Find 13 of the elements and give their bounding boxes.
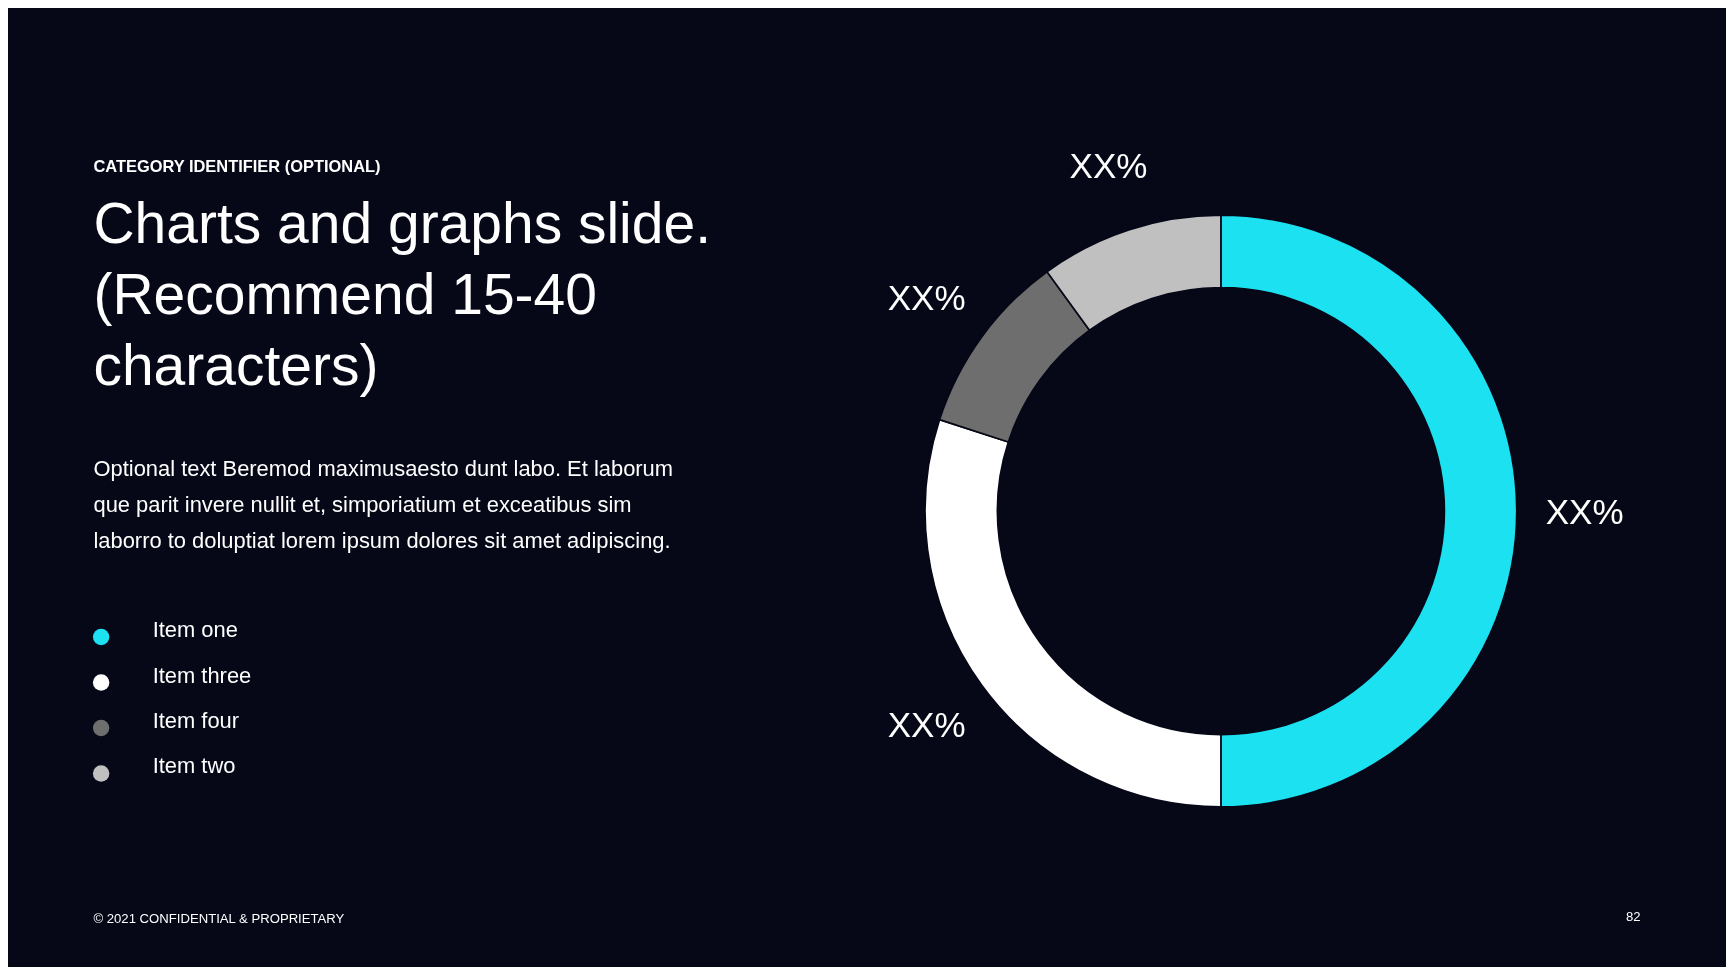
text: © 2021 CONFIDENTIAL & PROPRIETARY — [93, 911, 345, 927]
text: Charts and graphs slide. (Recommend 15-40 characters) — [93, 190, 711, 398]
data-label: XX% — [1069, 145, 1148, 185]
data-label: XX% — [1545, 491, 1624, 531]
legend-label: Item one — [152, 617, 238, 643]
text: Optional text Beremod maximusaesto dunt labo. Et laborum que parit invere nullit et, simporiatium et exceatibus sim laborro to doluptiat lorem ipsum dolores sit amet adipiscing. — [93, 456, 674, 554]
legend-label: Item four — [152, 708, 240, 733]
legend-label: Item two — [152, 753, 236, 779]
text: 82 — [1625, 908, 1641, 924]
chart-subtitle: CATEGORY IDENTIFIER (OPTIONAL) — [93, 157, 381, 176]
legend-label: Item three — [152, 662, 252, 688]
data-label: XX% — [887, 277, 966, 317]
data-label: XX% — [887, 705, 966, 745]
